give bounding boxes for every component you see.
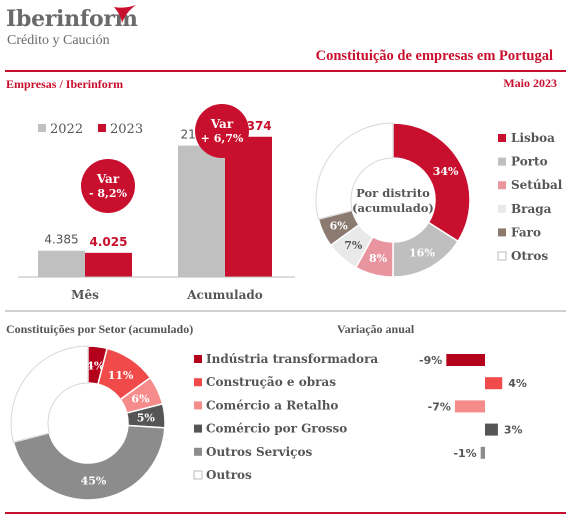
legend-label: Outros Serviços [206, 445, 312, 459]
category-label: Mês [71, 288, 99, 302]
date-label: Maio 2023 [503, 76, 557, 90]
header-divider [5, 70, 566, 72]
page-title: Constituição de empresas em Portugal [315, 48, 553, 64]
bar-Mês-2022 [38, 250, 85, 277]
section-divider [5, 310, 566, 312]
variation-bar [485, 377, 503, 390]
variation-label: -7% [428, 400, 451, 413]
legend-swatch-2022 [38, 124, 46, 132]
bar-Acumulado-2023 [225, 136, 272, 277]
slice-label: 7% [344, 239, 363, 252]
variation-bar [485, 423, 498, 436]
bubble-line1: Var [96, 172, 120, 186]
legend-swatch [498, 204, 506, 213]
logo-swoosh-icon [114, 5, 136, 23]
category-label: Acumulado [186, 288, 263, 302]
slice-label: 16% [409, 247, 435, 260]
slice-otros [315, 122, 394, 220]
slice-lisboa [392, 122, 471, 243]
slice-label: 5% [137, 412, 156, 425]
slice-label: 8% [369, 252, 388, 265]
bar-Acumulado-2022 [178, 145, 225, 277]
variation-label: 4% [508, 377, 527, 390]
logo-name: Iberinform [6, 6, 138, 32]
donut-center-line1: Por distrito [356, 186, 430, 200]
bar-Mês-2023 [85, 252, 132, 277]
sector-chart-title: Constituições por Setor (acumulado) [6, 322, 194, 336]
legend-swatch [498, 134, 506, 142]
legend-swatch [193, 470, 203, 480]
slice-label: 45% [81, 475, 107, 488]
bar-value-label: 4.025 [90, 235, 128, 249]
legend-swatch [498, 181, 506, 190]
slice-label: 6% [330, 220, 349, 233]
variation-bubble: Var- 8,2% [81, 159, 135, 213]
variation-label: -1% [453, 447, 476, 460]
bubble-line1: Var [210, 117, 234, 131]
bubble-line2: + 6,7% [201, 132, 244, 145]
legend-label: Indústria transformadora [206, 352, 378, 366]
section-label: Empresas / Iberinform [6, 77, 124, 91]
legend-label: Comércio a Retalho [206, 398, 338, 412]
legend-label: Braga [511, 202, 552, 216]
slice-label: 4% [86, 359, 105, 372]
slice-label: 11% [108, 369, 134, 382]
legend-swatch [194, 355, 202, 363]
legend-label: Faro [511, 225, 541, 239]
slice-outros-servi-os [12, 424, 166, 501]
legend-label: Setúbal [511, 178, 563, 192]
variation-bubble: Var+ 6,7% [195, 104, 249, 158]
slice-label: 6% [131, 392, 150, 405]
variation-bar [454, 400, 485, 413]
slice-label: 34% [433, 165, 459, 178]
donut-center-line2: (acumulado) [352, 201, 434, 215]
legend-swatch [497, 251, 507, 261]
legend-label: Lisboa [511, 131, 555, 145]
legend-label: Comércio por Grosso [206, 422, 347, 436]
legend-label: Construção e obras [206, 375, 336, 389]
legend-swatch-2023 [98, 124, 106, 132]
legend-swatch [498, 228, 506, 237]
legend-swatch [194, 447, 202, 456]
legend-label-2023: 2023 [110, 122, 143, 137]
company-bar-chart: 202220234.3854.025Mês21.89823.374Acumula… [18, 104, 295, 302]
variation-bar [480, 446, 485, 459]
district-donut-chart: 34% 16% 8% 7% 6% Por distrito(acumulado) Lisbo… [315, 122, 563, 278]
bar-value-label: 4.385 [44, 233, 78, 247]
variation-bar [446, 354, 485, 366]
variation-chart-title: Variação anual [337, 322, 415, 336]
legend-swatch [498, 157, 506, 166]
legend-label: Outros [206, 468, 252, 482]
legend-label-2022: 2022 [50, 122, 83, 137]
legend-label: Otros [511, 249, 548, 263]
legend-swatch [194, 401, 202, 410]
legend-swatch [194, 378, 202, 387]
footer-divider [5, 512, 566, 514]
legend-swatch [194, 424, 202, 433]
legend-label: Porto [511, 155, 548, 169]
bubble-line2: - 8,2% [89, 187, 128, 200]
logo-subtitle: Crédito y Caución [7, 33, 110, 48]
variation-label: 3% [504, 424, 523, 437]
variation-label: -9% [419, 354, 442, 367]
slice-outros [10, 345, 89, 443]
